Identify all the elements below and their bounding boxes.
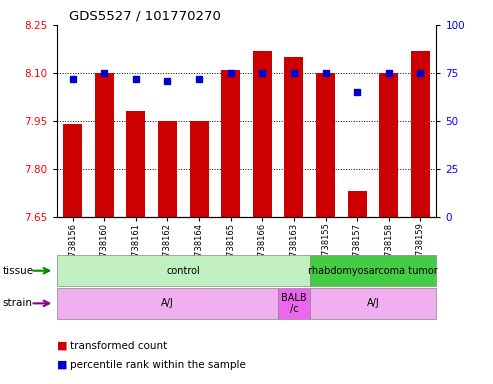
Bar [189,121,209,217]
Text: tissue: tissue [2,266,34,276]
Text: A/J: A/J [161,298,174,308]
Bar [380,73,398,217]
Bar [253,51,272,217]
Text: strain: strain [2,298,33,308]
Bar [63,124,82,217]
Bar [95,73,113,217]
Text: rhabdomyosarcoma tumor: rhabdomyosarcoma tumor [308,266,438,276]
Text: ■: ■ [57,341,67,351]
Bar [126,111,145,217]
Bar [316,73,335,217]
Text: control: control [166,266,200,276]
Text: A/J: A/J [367,298,380,308]
Bar [348,191,367,217]
Bar [158,121,177,217]
Text: GDS5527 / 101770270: GDS5527 / 101770270 [69,10,221,23]
Bar [284,57,304,217]
Bar [411,51,430,217]
Text: BALB
/c: BALB /c [281,293,307,314]
Bar [221,70,240,217]
Text: ■: ■ [57,360,67,370]
Text: transformed count: transformed count [70,341,168,351]
Text: percentile rank within the sample: percentile rank within the sample [70,360,246,370]
